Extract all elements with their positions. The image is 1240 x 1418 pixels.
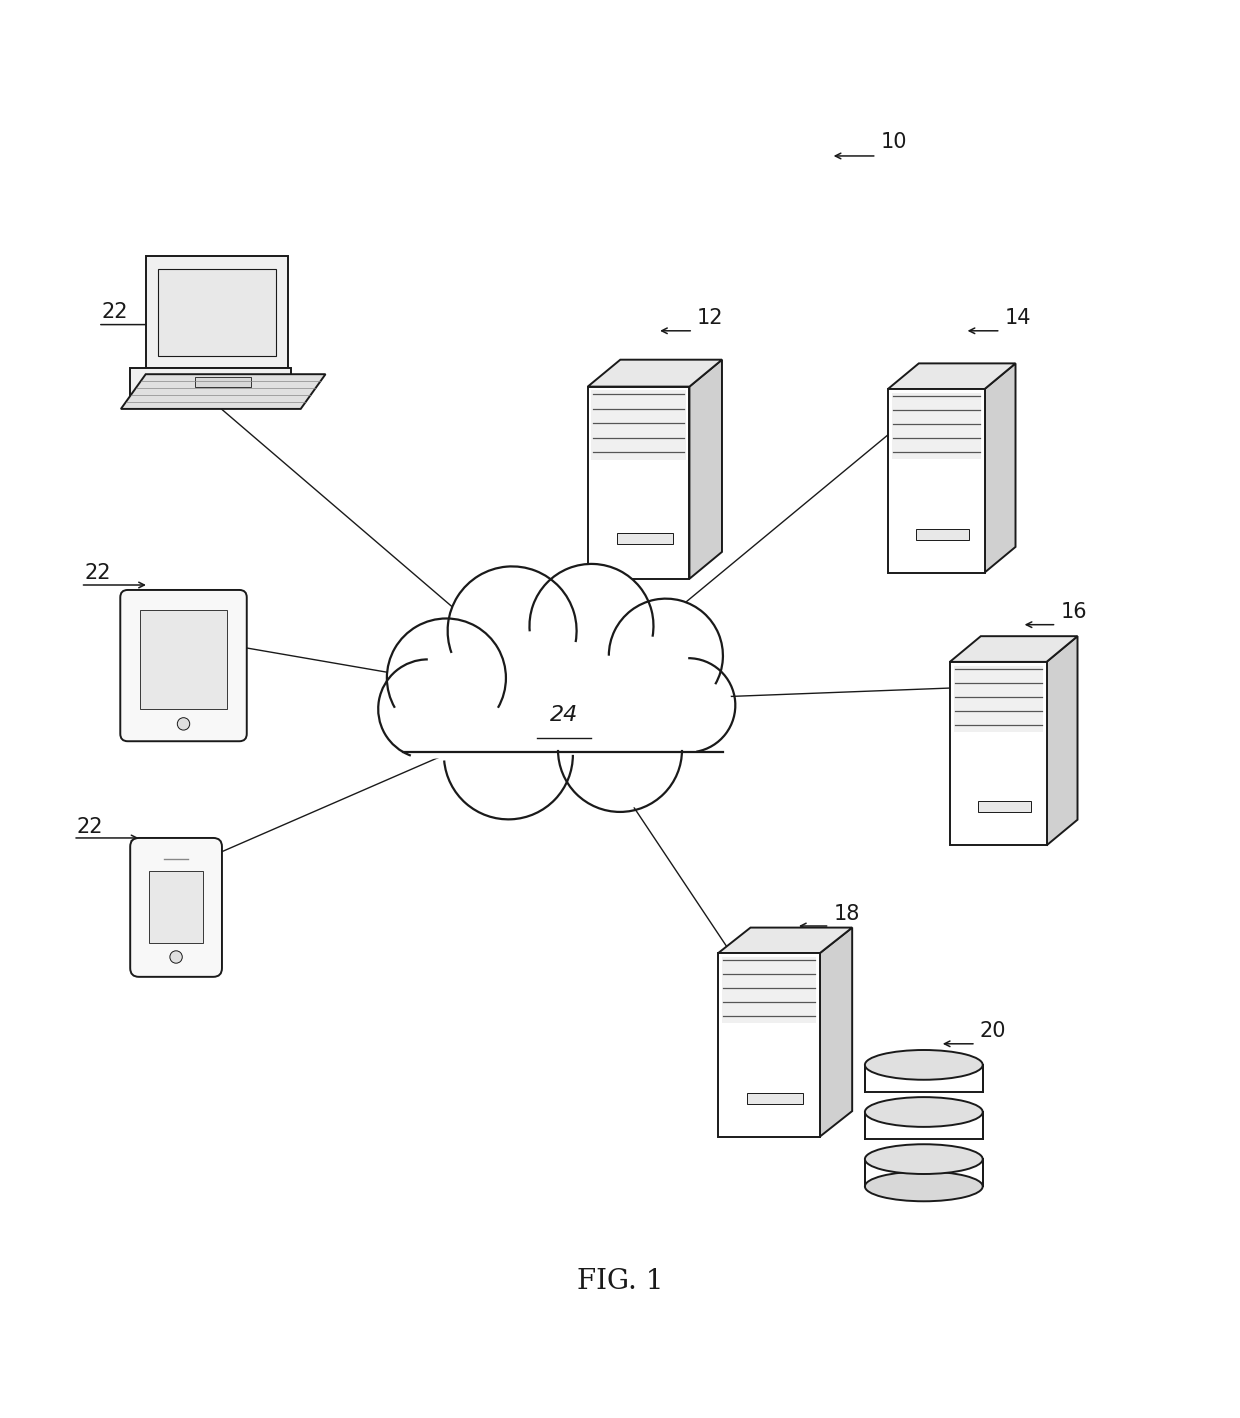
Circle shape [448,566,577,695]
Polygon shape [591,390,686,459]
Ellipse shape [866,1144,982,1174]
Polygon shape [978,801,1030,813]
Circle shape [177,718,190,730]
Polygon shape [588,387,689,579]
Polygon shape [718,927,852,953]
Polygon shape [159,269,275,356]
Polygon shape [1047,637,1078,845]
Circle shape [387,618,506,737]
Polygon shape [888,363,1016,389]
Polygon shape [718,953,820,1137]
Polygon shape [146,257,288,369]
Polygon shape [746,1093,804,1103]
Circle shape [384,659,484,759]
Text: 16: 16 [1060,603,1086,623]
Ellipse shape [866,1049,982,1079]
Circle shape [450,685,579,814]
Polygon shape [140,610,227,709]
Ellipse shape [866,1171,982,1201]
Text: 18: 18 [833,903,859,923]
Polygon shape [122,374,325,408]
Polygon shape [195,377,252,387]
Text: FIG. 1: FIG. 1 [577,1268,663,1296]
Polygon shape [130,369,291,403]
Circle shape [549,682,678,811]
Polygon shape [954,665,1043,732]
Circle shape [609,598,723,713]
Polygon shape [689,360,722,579]
Text: 14: 14 [1004,308,1030,329]
Ellipse shape [866,1098,982,1127]
Circle shape [632,655,732,754]
Text: 24: 24 [551,705,578,725]
Text: 22: 22 [77,817,103,837]
Polygon shape [892,393,981,459]
Polygon shape [916,529,968,540]
Text: 22: 22 [84,563,110,583]
Polygon shape [866,1112,982,1139]
Polygon shape [820,927,852,1137]
Circle shape [170,951,182,963]
Text: 10: 10 [880,132,906,152]
Polygon shape [866,1065,982,1092]
Polygon shape [616,533,673,545]
Polygon shape [888,389,985,573]
Polygon shape [149,872,203,943]
Text: 12: 12 [697,308,723,329]
Text: 22: 22 [102,302,128,322]
Polygon shape [866,1159,982,1187]
Polygon shape [722,957,816,1022]
Circle shape [471,613,632,773]
Circle shape [529,564,653,688]
Polygon shape [950,662,1047,845]
FancyBboxPatch shape [130,838,222,977]
Polygon shape [950,637,1078,662]
Text: 20: 20 [980,1021,1006,1041]
Polygon shape [588,360,722,387]
Polygon shape [985,363,1016,573]
FancyBboxPatch shape [120,590,247,742]
